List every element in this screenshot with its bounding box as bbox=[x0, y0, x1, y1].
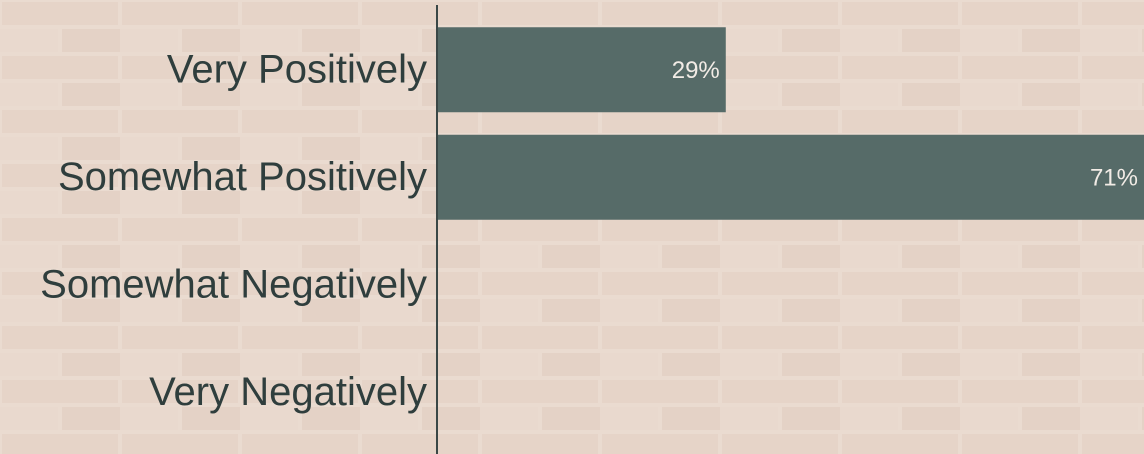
bar bbox=[437, 134, 1144, 220]
bar bbox=[437, 27, 726, 113]
value-label: 71% bbox=[1090, 165, 1138, 192]
plot-area: Very Positively 29% Somewhat Positively 71%… bbox=[40, 27, 1144, 414]
value-label: 29% bbox=[672, 57, 720, 84]
category-label: Very Positively bbox=[167, 47, 427, 91]
category-label: Very Negatively bbox=[149, 370, 427, 414]
category-label: Somewhat Negatively bbox=[40, 262, 427, 306]
category-label: Somewhat Positively bbox=[58, 155, 427, 199]
